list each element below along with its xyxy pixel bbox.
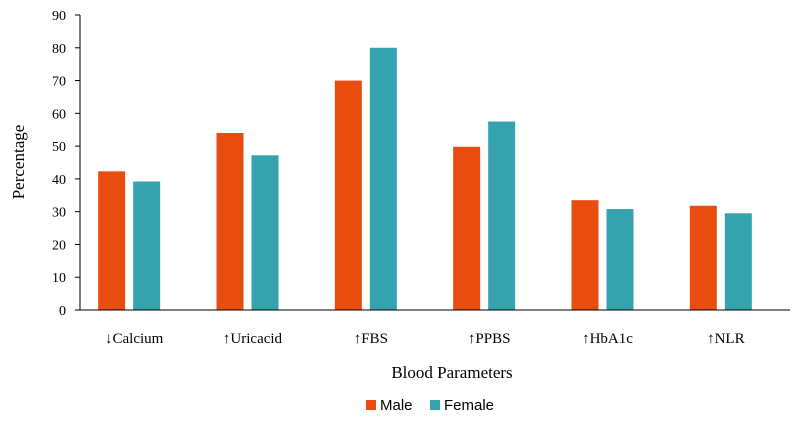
bar-male (98, 171, 126, 310)
y-axis-title: Percentage (9, 125, 28, 200)
y-tick-label: 40 (52, 173, 66, 188)
y-tick-label: 90 (52, 9, 66, 24)
y-tick-label: 50 (52, 140, 66, 155)
x-tick-label: ↑PPBS (468, 331, 511, 347)
bar-female (251, 155, 279, 310)
y-tick-label: 60 (52, 107, 66, 122)
bar-male (689, 205, 717, 310)
x-tick-label: ↑HbA1c (582, 331, 633, 347)
bar-male (216, 133, 244, 310)
y-ticks: 0 10 20 30 40 50 60 70 80 90 (52, 9, 80, 319)
bars-layer (98, 47, 752, 311)
bar-male (453, 146, 481, 310)
bar-male (571, 200, 599, 310)
legend-swatch-female (430, 400, 440, 410)
legend-label-female: Female (444, 397, 494, 414)
legend-label-male: Male (380, 397, 413, 414)
bar-female (369, 47, 397, 311)
x-tick-label: ↓Calcium (105, 331, 164, 347)
x-tick-labels: ↓Calcium ↑Uricacid ↑FBS ↑PPBS ↑HbA1c ↑NLR (105, 331, 745, 347)
y-tick-label: 20 (52, 238, 66, 253)
x-axis-title: Blood Parameters (391, 363, 512, 382)
x-tick-label: ↑Uricacid (223, 331, 283, 347)
y-tick-label: 30 (52, 206, 66, 221)
bar-female (133, 181, 161, 310)
bar-female (724, 213, 752, 310)
bar-female (606, 209, 634, 310)
x-tick-label: ↑NLR (707, 331, 745, 347)
y-tick-label: 80 (52, 42, 66, 57)
bar-male (334, 80, 362, 310)
bar-female (488, 121, 516, 311)
legend-swatch-male (366, 400, 376, 410)
y-tick-label: 0 (59, 304, 66, 319)
legend: Male Female (366, 397, 494, 414)
x-tick-label: ↑FBS (354, 331, 388, 347)
y-tick-label: 70 (52, 75, 66, 90)
y-tick-label: 10 (52, 271, 66, 286)
